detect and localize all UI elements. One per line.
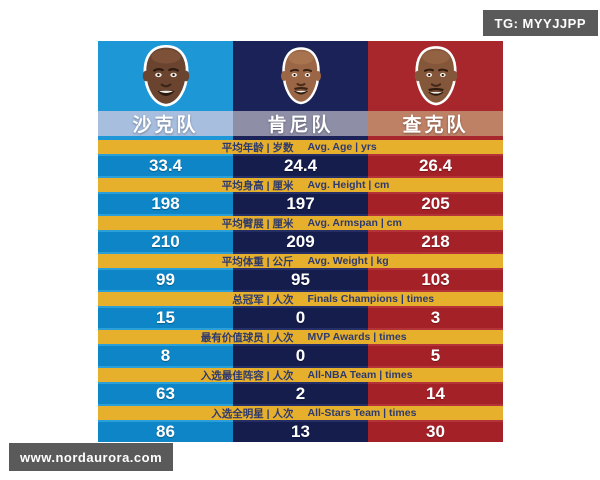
stat-value-cell-chuck: 205: [368, 192, 503, 216]
stat-value-shaq: 99: [98, 270, 233, 290]
stat-value-cell-chuck: 3: [368, 306, 503, 330]
stat-value-chuck: 103: [368, 270, 503, 290]
stat-value-chuck: 30: [368, 422, 503, 442]
stat-label-english: Avg. Age | yrs: [307, 141, 377, 153]
stat-value-chuck: 14: [368, 384, 503, 404]
stat-value-cell-chuck: 218: [368, 230, 503, 254]
stat-values-row: 15 0 3: [98, 306, 503, 330]
telegram-watermark-badge: TG: MYYJJPP: [482, 10, 598, 36]
shaq-face-icon: [142, 44, 189, 107]
stat-value-kenny: 0: [233, 346, 368, 366]
stat-label-chinese: 平均臂展 | 厘米: [221, 217, 294, 230]
stat-value-cell-shaq: 198: [98, 192, 233, 216]
chuck-face-icon: [414, 46, 457, 106]
team-faces-row: [98, 41, 503, 111]
stat-header-band: 平均年龄 | 岁数 Avg. Age | yrs: [98, 140, 503, 154]
stat-values-row: 210 209 218: [98, 230, 503, 254]
stat-values-row: 33.4 24.4 26.4: [98, 154, 503, 178]
stat-value-cell-chuck: 30: [368, 420, 503, 442]
stat-value-kenny: 0: [233, 308, 368, 328]
shaq-face-photo: [98, 41, 233, 111]
stat-header-band: 平均身高 | 厘米 Avg. Height | cm: [98, 178, 503, 192]
stat-label-chinese: 平均身高 | 厘米: [221, 179, 294, 192]
stat-label-english: Avg. Height | cm: [307, 179, 390, 191]
stat-value-cell-kenny: 2: [233, 382, 368, 406]
stat-header-band: 入选最佳阵容 | 人次 All-NBA Team | times: [98, 368, 503, 382]
stat-values-row: 8 0 5: [98, 344, 503, 368]
stat-value-kenny: 24.4: [233, 156, 368, 176]
stat-value-cell-shaq: 8: [98, 344, 233, 368]
stat-values-row: 86 13 30: [98, 420, 503, 442]
stat-value-kenny: 197: [233, 194, 368, 214]
kenny-face-photo: [233, 41, 368, 111]
stat-value-cell-chuck: 103: [368, 268, 503, 292]
stat-label-chinese: 入选最佳阵容 | 人次: [200, 369, 294, 382]
stat-value-cell-shaq: 210: [98, 230, 233, 254]
team-comparison-table: 沙克队 肯尼队 查克队 平均年龄 | 岁数 Avg. Age | yrs 33.…: [98, 41, 503, 442]
stat-header-band: 平均臂展 | 厘米 Avg. Armspan | cm: [98, 216, 503, 230]
stat-value-cell-kenny: 95: [233, 268, 368, 292]
stat-value-chuck: 218: [368, 232, 503, 252]
stat-value-shaq: 86: [98, 422, 233, 442]
stat-value-cell-shaq: 86: [98, 420, 233, 442]
kenny-face-icon: [280, 47, 321, 105]
stat-value-cell-kenny: 0: [233, 306, 368, 330]
stat-label-english: All-Stars Team | times: [307, 407, 417, 419]
stat-value-cell-chuck: 5: [368, 344, 503, 368]
stat-value-cell-kenny: 197: [233, 192, 368, 216]
stat-value-shaq: 33.4: [98, 156, 233, 176]
stat-values-row: 198 197 205: [98, 192, 503, 216]
stat-label-chinese: 总冠军 | 人次: [232, 293, 294, 306]
stat-label-english: Avg. Weight | kg: [307, 255, 389, 267]
stat-values-row: 63 2 14: [98, 382, 503, 406]
stats-area: 平均年龄 | 岁数 Avg. Age | yrs 33.4 24.4 26.4 …: [98, 136, 503, 442]
stat-value-cell-kenny: 24.4: [233, 154, 368, 178]
stat-header-band: 平均体重 | 公斤 Avg. Weight | kg: [98, 254, 503, 268]
stat-label-english: All-NBA Team | times: [307, 369, 413, 381]
stat-label-chinese: 平均体重 | 公斤: [221, 255, 294, 268]
stat-label-english: MVP Awards | times: [307, 331, 407, 343]
chuck-face-photo: [368, 41, 503, 111]
stat-label-english: Finals Champions | times: [307, 293, 435, 305]
stat-header-band: 最有价值球员 | 人次 MVP Awards | times: [98, 330, 503, 344]
stat-value-chuck: 3: [368, 308, 503, 328]
stat-value-cell-kenny: 13: [233, 420, 368, 442]
stat-value-kenny: 13: [233, 422, 368, 442]
website-watermark-badge: www.nordaurora.com: [9, 443, 174, 471]
stat-value-cell-shaq: 99: [98, 268, 233, 292]
stat-values-row: 99 95 103: [98, 268, 503, 292]
stat-value-cell-shaq: 63: [98, 382, 233, 406]
stat-value-shaq: 198: [98, 194, 233, 214]
team-name-kenny: 肯尼队: [233, 111, 368, 136]
stat-value-cell-shaq: 15: [98, 306, 233, 330]
stat-label-english: Avg. Armspan | cm: [307, 217, 402, 229]
stat-value-shaq: 63: [98, 384, 233, 404]
stat-header-band: 总冠军 | 人次 Finals Champions | times: [98, 292, 503, 306]
stat-value-cell-chuck: 14: [368, 382, 503, 406]
stat-value-chuck: 5: [368, 346, 503, 366]
stat-value-cell-kenny: 209: [233, 230, 368, 254]
stat-value-shaq: 210: [98, 232, 233, 252]
stat-value-kenny: 209: [233, 232, 368, 252]
team-names-row: 沙克队 肯尼队 查克队: [98, 111, 503, 136]
stat-label-chinese: 最有价值球员 | 人次: [200, 331, 294, 344]
stat-header-band: 入选全明星 | 人次 All-Stars Team | times: [98, 406, 503, 420]
stat-label-chinese: 平均年龄 | 岁数: [221, 141, 294, 154]
stat-value-kenny: 2: [233, 384, 368, 404]
team-name-chuck: 查克队: [368, 111, 503, 136]
stat-value-cell-kenny: 0: [233, 344, 368, 368]
stat-value-kenny: 95: [233, 270, 368, 290]
stat-value-chuck: 26.4: [368, 156, 503, 176]
stat-value-cell-chuck: 26.4: [368, 154, 503, 178]
stat-value-cell-shaq: 33.4: [98, 154, 233, 178]
stat-value-chuck: 205: [368, 194, 503, 214]
team-name-shaq: 沙克队: [98, 111, 233, 136]
stat-value-shaq: 8: [98, 346, 233, 366]
stat-label-chinese: 入选全明星 | 人次: [211, 407, 294, 420]
stat-value-shaq: 15: [98, 308, 233, 328]
